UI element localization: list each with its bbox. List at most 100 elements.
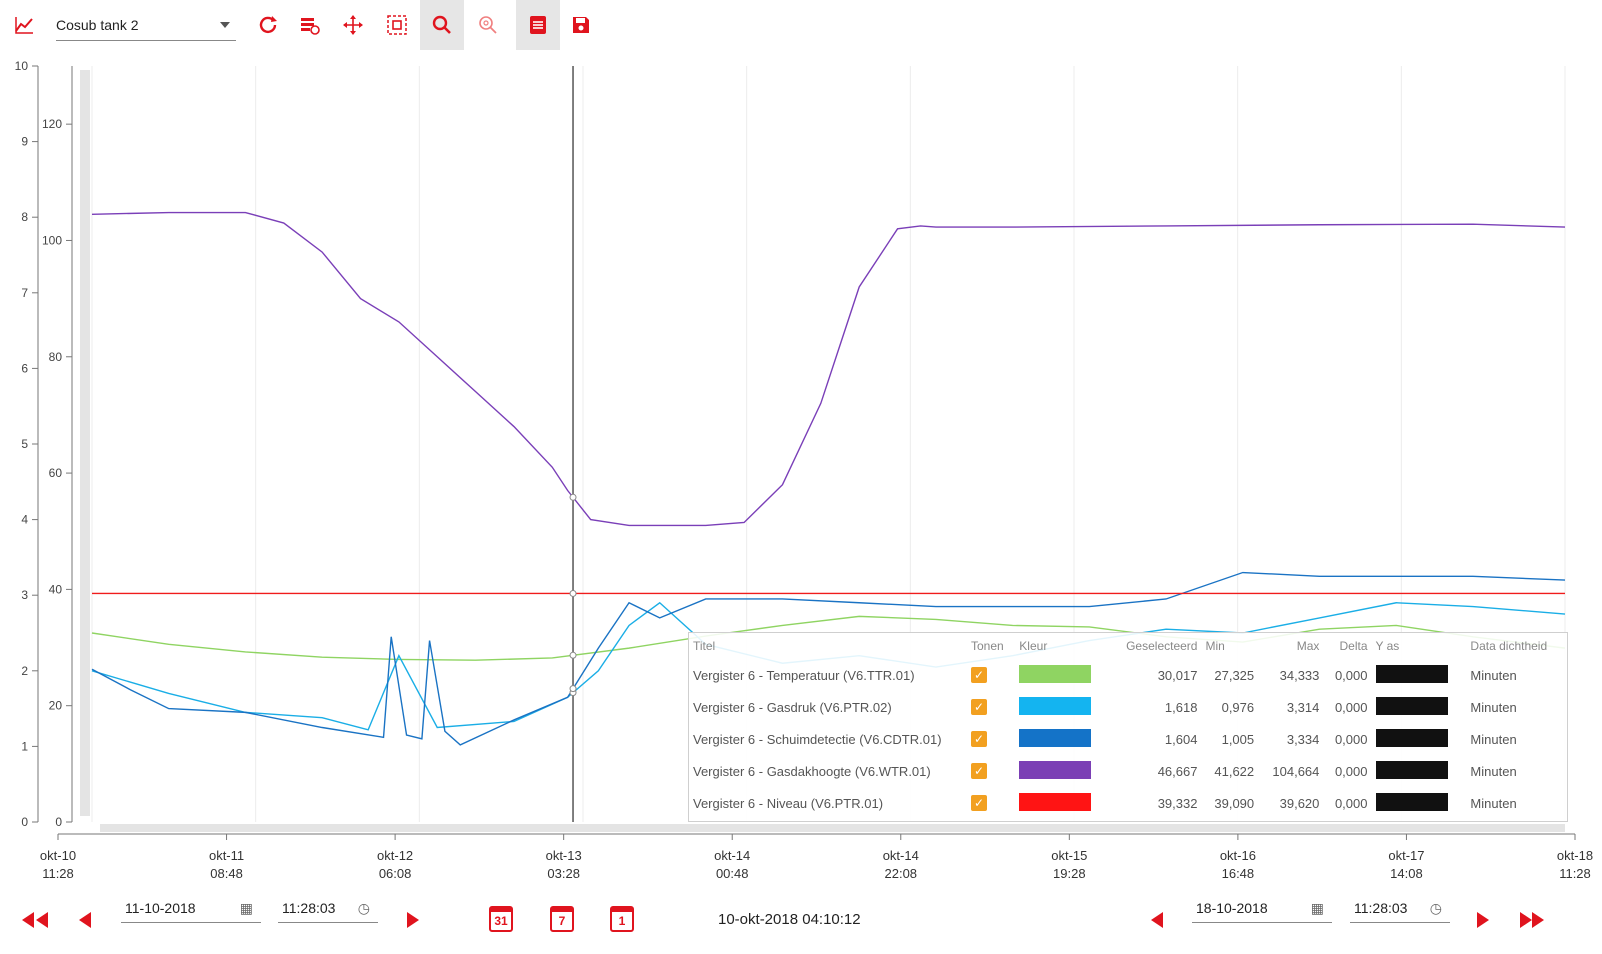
legend-color-swatch[interactable] — [1019, 696, 1092, 715]
legend-color-swatch-cell — [1015, 755, 1107, 787]
y-tick-label: 3 — [21, 588, 28, 602]
calendar-icon[interactable]: ▦ — [239, 900, 253, 916]
previous-button[interactable] — [78, 912, 92, 928]
legend-min-value-cell: 1,005 — [1201, 723, 1258, 755]
legend-color-swatch[interactable] — [1019, 664, 1092, 683]
save-button[interactable] — [559, 0, 603, 50]
legend-yaxis-swatch[interactable] — [1375, 696, 1448, 715]
day-view-button[interactable]: 1 — [610, 906, 634, 932]
x-tick-date: okt-16 — [1220, 848, 1256, 863]
start-time-field[interactable]: 11:28:03 ◷ — [278, 894, 378, 923]
check-icon[interactable]: ✓ — [971, 699, 987, 715]
check-icon[interactable]: ✓ — [971, 667, 987, 683]
series-line — [91, 615, 1566, 661]
end-previous-button[interactable] — [1150, 912, 1164, 928]
trend-chart[interactable]: 012345678910020406080100120okt-1011:28ok… — [0, 56, 1602, 900]
cursor-marker — [569, 651, 577, 659]
check-icon[interactable]: ✓ — [971, 763, 987, 779]
end-next-button[interactable] — [1476, 912, 1490, 928]
legend-min-value: 41,622 — [1214, 763, 1255, 779]
legend-yaxis-swatch[interactable] — [1375, 792, 1448, 811]
x-tick-date: okt-15 — [1051, 848, 1087, 863]
end-date-field[interactable]: 18-10-2018 ▦ — [1192, 894, 1332, 923]
end-time-field[interactable]: 11:28:03 ◷ — [1350, 894, 1450, 923]
series-line — [91, 211, 1566, 527]
check-icon[interactable]: ✓ — [971, 795, 987, 811]
legend-yaxis-swatch[interactable] — [1375, 664, 1448, 683]
legend-color-swatch[interactable] — [1019, 728, 1092, 747]
legend-yaxis-swatch[interactable] — [1375, 728, 1448, 747]
start-date-field[interactable]: 11-10-2018 ▦ — [121, 894, 261, 923]
legend-delta-value-cell: 0,000 — [1323, 723, 1371, 755]
legend-yaxis-swatch[interactable] — [1375, 760, 1448, 779]
refresh-button[interactable] — [246, 0, 290, 50]
zoom-selection-button[interactable] — [375, 0, 419, 50]
first-page-button[interactable] — [22, 912, 50, 928]
end-date-value: 18-10-2018 — [1196, 900, 1268, 916]
legend-title: Vergister 6 - Gasdakhoogte (V6.WTR.01) — [693, 763, 931, 779]
zoom-reset-button[interactable] — [466, 0, 510, 50]
x-tick-date: okt-10 — [40, 848, 76, 863]
zoom-in-button[interactable] — [420, 0, 464, 50]
legend-header-min: Min — [1205, 639, 1225, 653]
x-tick-time: 11:28 — [1559, 866, 1591, 881]
zoom-out-icon — [479, 16, 497, 34]
legend-max-value-cell: 3,334 — [1258, 723, 1323, 755]
y2-tick-label: 80 — [49, 350, 63, 364]
y-tick-label: 10 — [15, 59, 29, 73]
legend-color-swatch[interactable] — [1019, 792, 1092, 811]
legend-delta-value-cell: 0,000 — [1323, 659, 1371, 691]
x-tick-time: 08:48 — [210, 866, 243, 881]
last-page-button[interactable] — [1518, 912, 1546, 928]
legend-yaxis-swatch-cell — [1372, 691, 1467, 723]
y-tick-label: 4 — [21, 513, 28, 527]
y2-tick-label: 40 — [49, 582, 63, 596]
legend-title-cell: Vergister 6 - Temperatuur (V6.TTR.01) — [689, 659, 967, 691]
legend-min-value: 0,976 — [1221, 699, 1255, 715]
month-view-button[interactable]: 31 — [489, 906, 513, 932]
pan-button[interactable] — [331, 0, 375, 50]
legend-min-value: 39,090 — [1214, 795, 1255, 811]
y-tick-label: 6 — [21, 361, 28, 375]
legend-color-swatch[interactable] — [1019, 760, 1092, 779]
x-tick-date: okt-17 — [1388, 848, 1424, 863]
legend-title: Vergister 6 - Schuimdetectie (V6.CDTR.01… — [693, 731, 942, 747]
week-view-button[interactable]: 7 — [550, 906, 574, 932]
legend-show-checkbox-cell: ✓ — [967, 755, 1015, 787]
legend-row: Vergister 6 - Gasdruk (V6.PTR.02) ✓ 1,618 0… — [689, 691, 1567, 723]
y2-tick-label: 60 — [49, 466, 63, 480]
legend-max-value: 34,333 — [1279, 667, 1320, 683]
series-line — [91, 571, 1566, 746]
cursor-marker — [569, 589, 577, 597]
legend-toggle-button[interactable] — [516, 0, 560, 50]
chevron-down-icon — [220, 22, 230, 28]
legend-selected-value-cell: 46,667 — [1107, 755, 1201, 787]
legend-color-swatch-cell — [1015, 659, 1107, 691]
list-icon — [530, 16, 546, 34]
x-tick-time: 16:48 — [1222, 866, 1255, 881]
calendar-icon[interactable]: ▦ — [1310, 900, 1324, 916]
legend-yaxis-swatch-cell — [1372, 755, 1467, 787]
select-area-icon — [387, 15, 407, 35]
next-button[interactable] — [406, 912, 420, 928]
source-select[interactable]: Cosub tank 2 — [56, 10, 236, 41]
legend-row: Vergister 6 - Gasdakhoogte (V6.WTR.01) ✓ 4… — [689, 755, 1567, 787]
clock-icon[interactable]: ◷ — [1429, 900, 1442, 916]
cursor-marker — [569, 493, 577, 501]
legend-density-cell: Minuten — [1466, 723, 1567, 755]
legend-title-cell: Vergister 6 - Gasdruk (V6.PTR.02) — [689, 691, 967, 723]
legend-max-value-cell: 3,314 — [1258, 691, 1323, 723]
save-icon — [573, 17, 589, 33]
data-settings-button[interactable] — [288, 0, 332, 50]
legend-delta-value: 0,000 — [1334, 667, 1368, 683]
check-icon[interactable]: ✓ — [971, 731, 987, 747]
legend-density-cell: Minuten — [1466, 787, 1567, 819]
y-tick-label: 8 — [21, 210, 28, 224]
legend-max-value: 39,620 — [1279, 795, 1320, 811]
legend-selected-value: 30,017 — [1157, 667, 1198, 683]
clock-icon[interactable]: ◷ — [357, 900, 370, 916]
chart-type-icon[interactable] — [2, 0, 46, 50]
legend-yaxis-swatch-cell — [1372, 659, 1467, 691]
legend-table: Titel Tonen Kleur Geselecteerd Min Max D… — [688, 632, 1568, 822]
legend-min-value-cell: 0,976 — [1201, 691, 1258, 723]
